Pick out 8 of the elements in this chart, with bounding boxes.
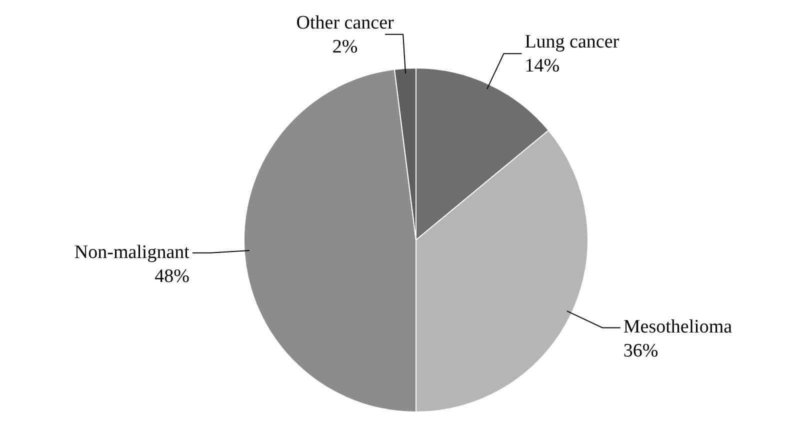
slice-label: Lung cancer: [524, 32, 620, 53]
data-label: 48%: [154, 266, 190, 287]
data-label: 2%: [332, 36, 358, 58]
data-label: 36%: [623, 340, 658, 362]
slice-label: Other cancer: [296, 12, 395, 34]
slice-label: Mesothelioma: [623, 316, 733, 338]
slice-label: Non-malignant: [74, 242, 190, 263]
data-label: 14%: [524, 56, 560, 77]
